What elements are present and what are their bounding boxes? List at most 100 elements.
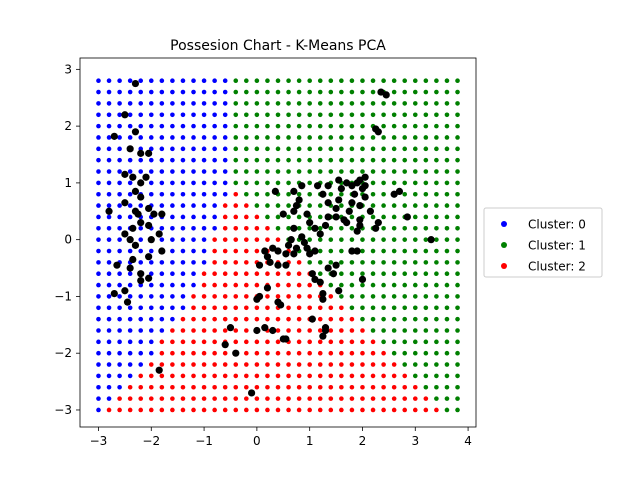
grid-point (286, 226, 291, 231)
grid-point (349, 78, 355, 84)
grid-point (212, 294, 217, 299)
data-point (121, 287, 129, 295)
grid-point (233, 180, 239, 186)
grid-point (127, 123, 133, 129)
data-point (350, 190, 359, 198)
grid-point (170, 316, 175, 322)
grid-point (212, 260, 217, 265)
data-point (129, 224, 137, 232)
grid-point (148, 101, 154, 106)
grid-point (423, 407, 429, 413)
grid-point (444, 407, 450, 413)
grid-point (254, 384, 260, 390)
grid-point (127, 248, 133, 254)
grid-point (244, 294, 249, 299)
grid-point (296, 157, 302, 163)
grid-point (391, 101, 397, 106)
grid-point (317, 396, 323, 401)
grid-point (328, 362, 334, 367)
grid-point (317, 123, 323, 129)
grid-point (96, 123, 101, 129)
grid-point (180, 294, 186, 299)
grid-point (159, 282, 165, 288)
grid-point (360, 350, 365, 356)
grid-point (159, 157, 165, 163)
grid-point (423, 339, 429, 345)
grid-point (244, 169, 249, 174)
grid-point (96, 112, 101, 118)
grid-point (328, 237, 334, 242)
grid-point (117, 339, 122, 345)
grid-point (434, 180, 439, 186)
grid-point (201, 316, 207, 322)
grid-point (212, 146, 217, 152)
grid-point (391, 260, 397, 265)
grid-point (402, 226, 408, 231)
grid-point (412, 316, 418, 322)
grid-point (317, 350, 323, 356)
grid-point (391, 248, 397, 254)
grid-point (233, 214, 239, 220)
grid-point (275, 271, 281, 277)
data-point (319, 295, 327, 303)
grid-point (360, 407, 365, 413)
grid-point (254, 305, 260, 311)
grid-point (296, 384, 302, 390)
grid-point (349, 135, 355, 140)
grid-point (106, 328, 112, 333)
grid-point (201, 271, 207, 277)
grid-point (244, 282, 249, 288)
grid-point (391, 362, 397, 367)
data-point (129, 173, 137, 181)
data-point (319, 190, 327, 198)
grid-point (233, 112, 239, 118)
grid-point (159, 373, 165, 379)
grid-point (170, 384, 175, 390)
grid-point (180, 135, 186, 140)
grid-point (170, 362, 175, 367)
data-point (314, 182, 322, 190)
grid-point (328, 339, 334, 345)
grid-point (127, 169, 133, 174)
grid-point (296, 407, 302, 413)
data-point (324, 264, 332, 272)
grid-point (159, 180, 165, 186)
grid-point (254, 350, 260, 356)
grid-point (307, 191, 312, 197)
grid-point (286, 89, 291, 95)
grid-point (170, 294, 175, 299)
x-tick-label: 1 (306, 434, 314, 448)
grid-point (212, 169, 217, 174)
grid-point (434, 328, 439, 333)
grid-point (117, 135, 122, 140)
grid-point (254, 112, 260, 118)
grid-point (244, 191, 249, 197)
grid-point (307, 123, 312, 129)
grid-point (180, 169, 186, 174)
grid-point (191, 384, 196, 390)
grid-point (159, 191, 165, 197)
grid-point (244, 305, 249, 311)
grid-point (117, 191, 122, 197)
grid-point (222, 294, 228, 299)
grid-point (254, 101, 260, 106)
grid-point (191, 294, 196, 299)
grid-point (233, 78, 239, 84)
grid-point (328, 78, 334, 84)
grid-point (170, 282, 175, 288)
grid-point (360, 248, 365, 254)
legend-marker (501, 263, 507, 269)
grid-point (201, 191, 207, 197)
grid-point (317, 157, 323, 163)
grid-point (275, 123, 281, 129)
y-tick-label: −2 (54, 346, 72, 360)
grid-point (349, 260, 355, 265)
grid-point (117, 101, 122, 106)
data-point (298, 182, 306, 190)
data-point (226, 324, 235, 332)
grid-point (370, 271, 376, 277)
grid-point (170, 89, 175, 95)
grid-point (339, 339, 344, 345)
grid-point (117, 78, 122, 84)
grid-point (328, 407, 334, 413)
